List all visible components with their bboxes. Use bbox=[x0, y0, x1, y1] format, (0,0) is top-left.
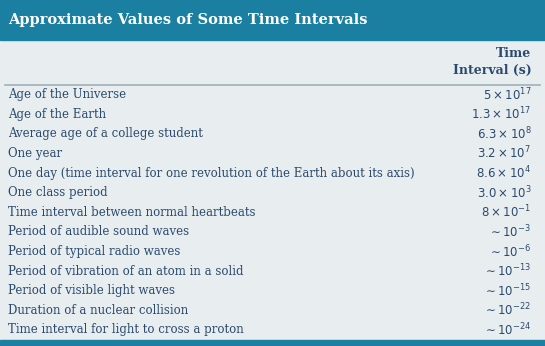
Text: Period of visible light waves: Period of visible light waves bbox=[8, 284, 175, 297]
Text: $1.3 \times 10^{17}$: $1.3 \times 10^{17}$ bbox=[471, 106, 531, 122]
Bar bbox=[0, 0, 545, 40]
Text: Age of the Earth: Age of the Earth bbox=[8, 108, 106, 121]
Text: $\sim 10^{-3}$: $\sim 10^{-3}$ bbox=[488, 224, 531, 240]
Text: $\sim 10^{-6}$: $\sim 10^{-6}$ bbox=[488, 243, 531, 260]
Text: Time interval for light to cross a proton: Time interval for light to cross a proto… bbox=[8, 324, 244, 336]
Text: One day (time interval for one revolution of the Earth about its axis): One day (time interval for one revolutio… bbox=[8, 166, 415, 180]
Text: $6.3 \times 10^{8}$: $6.3 \times 10^{8}$ bbox=[476, 126, 531, 142]
Text: Age of the Universe: Age of the Universe bbox=[8, 88, 126, 101]
Text: $8 \times 10^{-1}$: $8 \times 10^{-1}$ bbox=[481, 204, 531, 220]
Text: $\sim 10^{-24}$: $\sim 10^{-24}$ bbox=[483, 322, 531, 338]
Text: $5 \times 10^{17}$: $5 \times 10^{17}$ bbox=[483, 86, 531, 103]
Text: One class period: One class period bbox=[8, 186, 108, 199]
Text: Time
Interval (s): Time Interval (s) bbox=[453, 47, 531, 77]
Text: $8.6 \times 10^{4}$: $8.6 \times 10^{4}$ bbox=[476, 165, 531, 181]
Text: Period of typical radio waves: Period of typical radio waves bbox=[8, 245, 180, 258]
Text: $\sim 10^{-15}$: $\sim 10^{-15}$ bbox=[483, 282, 531, 299]
Text: Duration of a nuclear collision: Duration of a nuclear collision bbox=[8, 304, 189, 317]
Text: Approximate Values of Some Time Intervals: Approximate Values of Some Time Interval… bbox=[8, 13, 368, 27]
Text: Period of vibration of an atom in a solid: Period of vibration of an atom in a soli… bbox=[8, 265, 244, 277]
Text: Average age of a college student: Average age of a college student bbox=[8, 127, 203, 140]
Text: $\sim 10^{-22}$: $\sim 10^{-22}$ bbox=[483, 302, 531, 319]
Text: $\sim 10^{-13}$: $\sim 10^{-13}$ bbox=[483, 263, 531, 280]
Text: $3.2 \times 10^{7}$: $3.2 \times 10^{7}$ bbox=[477, 145, 531, 162]
Bar bbox=[0, 340, 545, 346]
Text: One year: One year bbox=[8, 147, 62, 160]
Text: $3.0 \times 10^{3}$: $3.0 \times 10^{3}$ bbox=[477, 184, 531, 201]
Text: Period of audible sound waves: Period of audible sound waves bbox=[8, 225, 189, 238]
Text: Time interval between normal heartbeats: Time interval between normal heartbeats bbox=[8, 206, 256, 219]
